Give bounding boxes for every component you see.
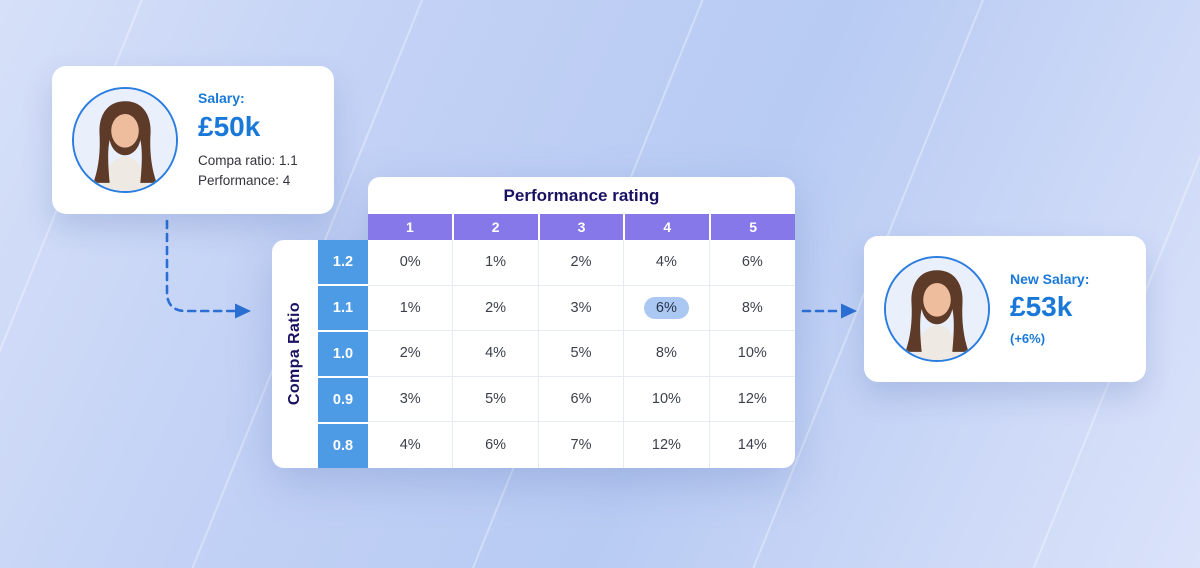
matrix-cell: 4% <box>368 422 454 468</box>
matrix-cell: 2% <box>453 285 539 332</box>
column-header: 3 <box>539 214 624 240</box>
arrow-matrix-to-result <box>801 303 857 319</box>
arrow-employee-to-matrix <box>165 219 251 319</box>
matrix-cell: 6% <box>453 422 539 468</box>
column-header: 1 <box>368 214 452 240</box>
matrix-cell: 0% <box>368 240 454 286</box>
matrix-cell: 8% <box>624 331 710 377</box>
arrowhead-icon <box>841 303 857 319</box>
matrix-cell: 8% <box>709 286 795 332</box>
matrix-cell-highlighted: 6% <box>624 285 710 332</box>
matrix-body: Compa Ratio 1.2 1.1 1.0 0.9 0.8 0% 1% 2%… <box>272 240 795 468</box>
matrix-cell: 2% <box>368 331 454 377</box>
matrix-cell: 1% <box>368 285 454 332</box>
matrix-cell: 6% <box>538 376 625 423</box>
matrix-cell: 6% <box>709 240 795 286</box>
employee-photo-icon <box>886 258 988 360</box>
column-header: 2 <box>453 214 538 240</box>
matrix-grid: 0% 1% 2% 4% 6% 1% 2% 3% 6% 8% 2% 4% 5% 8… <box>368 240 795 468</box>
matrix-cell: 5% <box>538 331 625 377</box>
matrix-cell: 10% <box>709 331 795 377</box>
result-card-text: New Salary: £53k (+6%) <box>1010 271 1089 348</box>
matrix-title: Performance rating <box>503 185 660 205</box>
employee-avatar <box>72 87 178 193</box>
matrix-cell: 2% <box>538 240 625 286</box>
employee-card: Salary: £50k Compa ratio: 1.1 Performanc… <box>52 66 334 214</box>
row-label: 1.2 <box>318 240 368 284</box>
matrix-cell: 3% <box>368 376 454 423</box>
row-labels: 1.2 1.1 1.0 0.9 0.8 <box>318 240 368 468</box>
matrix-cell: 14% <box>737 437 767 454</box>
employee-photo-icon <box>74 89 176 191</box>
row-label: 0.9 <box>318 378 368 422</box>
matrix-header: Performance rating 1 2 3 4 5 <box>368 177 795 240</box>
result-card: New Salary: £53k (+6%) <box>864 236 1146 382</box>
matrix-cell: 12% <box>709 377 795 423</box>
column-headers: 1 2 3 4 5 <box>368 214 795 240</box>
salary-increase-matrix: Performance rating 1 2 3 4 5 Compa Ratio… <box>272 177 795 468</box>
salary-change: (+6%) <box>1010 331 1046 347</box>
row-label: 1.0 <box>318 332 368 376</box>
matrix-cell: 3% <box>538 285 625 332</box>
column-header: 4 <box>625 214 710 240</box>
employee-avatar <box>884 256 990 362</box>
matrix-cell: 4% <box>624 240 710 286</box>
row-label: 1.1 <box>318 286 368 330</box>
matrix-cell: 4% <box>453 331 539 377</box>
new-salary-value: £53k <box>1010 291 1073 323</box>
matrix-cell: 12% <box>624 422 710 468</box>
row-label: 0.8 <box>318 424 368 468</box>
y-axis-label-column: Compa Ratio <box>272 240 318 468</box>
employee-card-text: Salary: £50k Compa ratio: 1.1 Performanc… <box>198 90 298 189</box>
matrix-cell: 7% <box>539 422 625 468</box>
salary-label: Salary: <box>198 90 245 107</box>
salary-value: £50k <box>198 110 261 142</box>
column-header: 5 <box>711 214 795 240</box>
matrix-cell: 5% <box>453 376 539 423</box>
highlighted-value: 6% <box>643 296 689 319</box>
matrix-cell: 10% <box>624 376 710 423</box>
new-salary-label: New Salary: <box>1010 270 1090 287</box>
matrix-cell: 1% <box>453 240 539 286</box>
y-axis-label: Compa Ratio <box>286 302 303 406</box>
compa-ratio-line: Compa ratio: 1.1 <box>198 152 298 168</box>
performance-line: Performance: 4 <box>198 172 291 188</box>
arrowhead-icon <box>235 303 251 319</box>
